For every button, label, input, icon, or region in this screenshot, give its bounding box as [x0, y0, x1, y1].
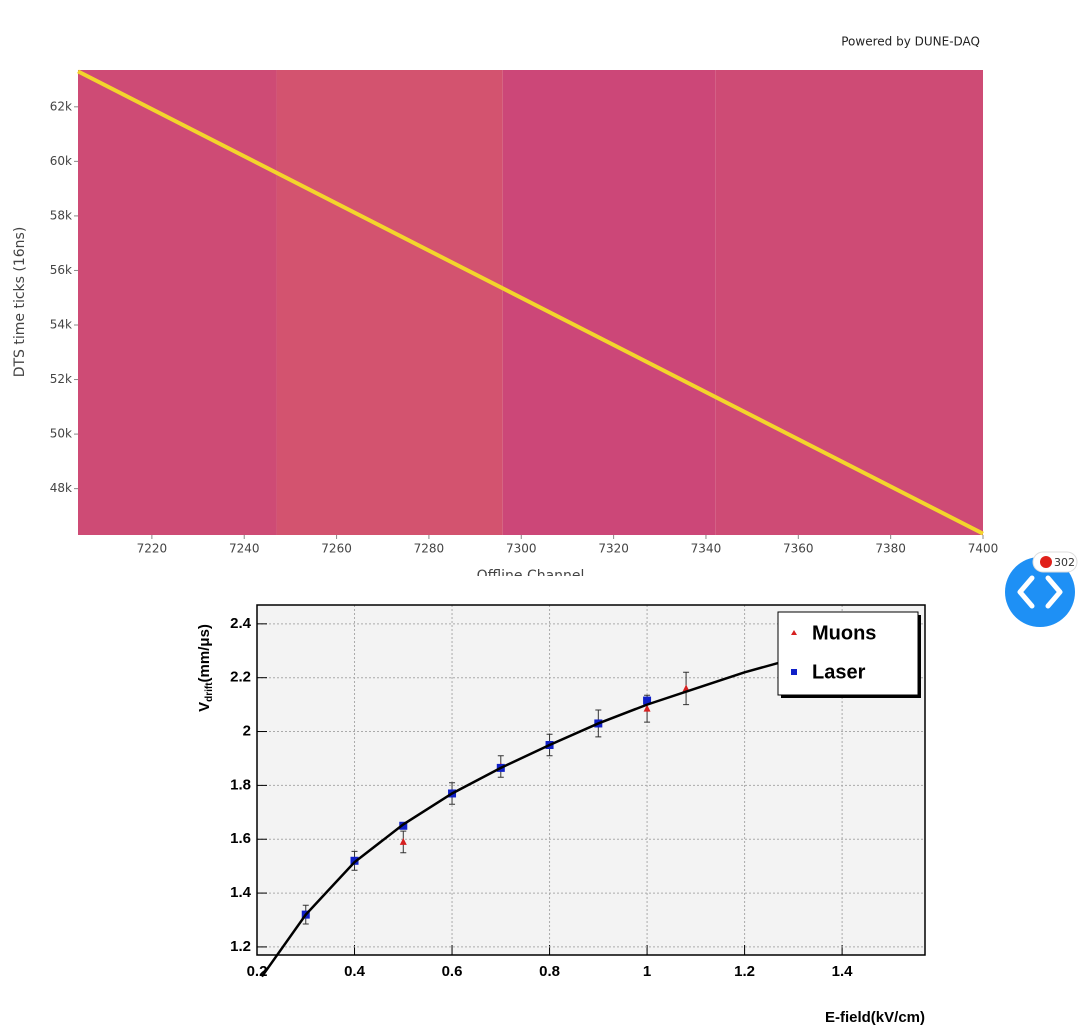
badge-count: 302: [1054, 556, 1075, 569]
colorbar-label: −50: [1052, 352, 1077, 366]
point: [399, 837, 407, 845]
x-tick-label: 7400: [968, 542, 999, 556]
widget-icon: [1017, 575, 1063, 609]
legend-label: Laser: [812, 661, 866, 683]
x-tick-label: 7380: [875, 542, 906, 556]
y-tick-label: 52k: [50, 372, 72, 386]
x-tick-label: 7280: [414, 542, 445, 556]
x-tick-label: 7220: [137, 542, 168, 556]
x-tick-label: 7240: [229, 542, 260, 556]
heatmap-chart: 7220 7240 7260 7280 7300 7320 7340 7360 7380 7400…: [12, 69, 1083, 584]
scatter-chart: 0.2 0.4 0.6 0.8 1 1.2 1.41.21.41.61.822.22.4 Mu…: [196, 604, 926, 1026]
point: [682, 684, 690, 692]
x-tick-label: 0.8: [539, 963, 560, 980]
x-tick-label: 7300: [506, 542, 537, 556]
legend-label: Muons: [812, 622, 876, 644]
point: [643, 704, 651, 712]
heat-band: [502, 70, 716, 535]
badge-dot: [1040, 556, 1052, 568]
track: [77, 69, 984, 536]
point: [643, 696, 652, 705]
x-tick-label: 7360: [783, 542, 814, 556]
y-axis-title: DTS time ticks (16ns): [12, 227, 28, 378]
heat-band: [715, 70, 983, 535]
code-widget[interactable]: 302: [1005, 551, 1078, 627]
colorbar-label: 100: [1052, 182, 1075, 196]
y-tick-label: 1.4: [230, 884, 252, 901]
y-tick-label: 2.2: [230, 669, 251, 686]
powered-by: Powered by DUNE-DAQ: [841, 35, 980, 49]
legend: [777, 611, 919, 696]
colorbar: [1013, 82, 1046, 524]
legend-marker: [791, 630, 797, 635]
heat-band: [276, 70, 503, 535]
fit-curve: [260, 657, 794, 978]
x-axis-title: Offline Channel: [477, 568, 585, 584]
x-axis-title: E-field(kV/cm): [825, 1009, 925, 1026]
heat-band: [78, 70, 277, 535]
y-axis-title-unit: (mm/μs): [196, 624, 213, 682]
y-tick-label: 1.2: [230, 938, 251, 955]
colorbar-label: 0: [1052, 296, 1060, 310]
colorbar-label: −150: [1052, 466, 1083, 480]
y-axis-title-sub: drift: [204, 682, 215, 702]
y-tick-label: 1.6: [230, 830, 251, 847]
x-tick-label: 1: [643, 963, 651, 980]
colorbar-label: 150: [1052, 126, 1075, 140]
widget-button[interactable]: [1005, 557, 1075, 627]
legend-marker: [791, 669, 797, 675]
colorbar-label: −100: [1052, 409, 1083, 423]
y-axis-title: Vdrift(mm/μs): [196, 624, 215, 712]
x-tick-label: 0.6: [442, 963, 463, 980]
y-tick-label: 1.8: [230, 776, 251, 793]
y-tick-label: 48k: [50, 481, 72, 495]
x-tick-label: 0.4: [344, 963, 366, 980]
y-tick-label: 50k: [50, 427, 72, 441]
x-tick-label: 7320: [598, 542, 629, 556]
y-axis-title-main: V: [196, 702, 213, 712]
y-tick-label: 2: [243, 723, 251, 740]
y-tick-label: 60k: [50, 154, 72, 168]
x-tick-label: 7260: [321, 542, 352, 556]
y-tick-label: 58k: [50, 208, 72, 222]
x-tick-label: 1.2: [734, 963, 755, 980]
colorbar-label: 50: [1052, 239, 1067, 253]
y-tick-label: 54k: [50, 318, 72, 332]
y-tick-label: 2.4: [230, 615, 252, 632]
x-tick-label: 7340: [691, 542, 722, 556]
x-tick-label: 1.4: [832, 963, 854, 980]
plot-frame: [256, 604, 926, 956]
y-tick-label: 62k: [50, 99, 72, 113]
y-tick-label: 56k: [50, 263, 72, 277]
